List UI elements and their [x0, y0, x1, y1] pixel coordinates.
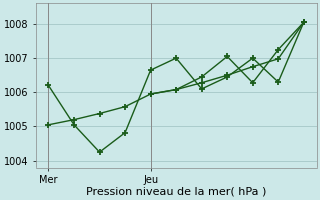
X-axis label: Pression niveau de la mer( hPa ): Pression niveau de la mer( hPa )	[86, 187, 266, 197]
